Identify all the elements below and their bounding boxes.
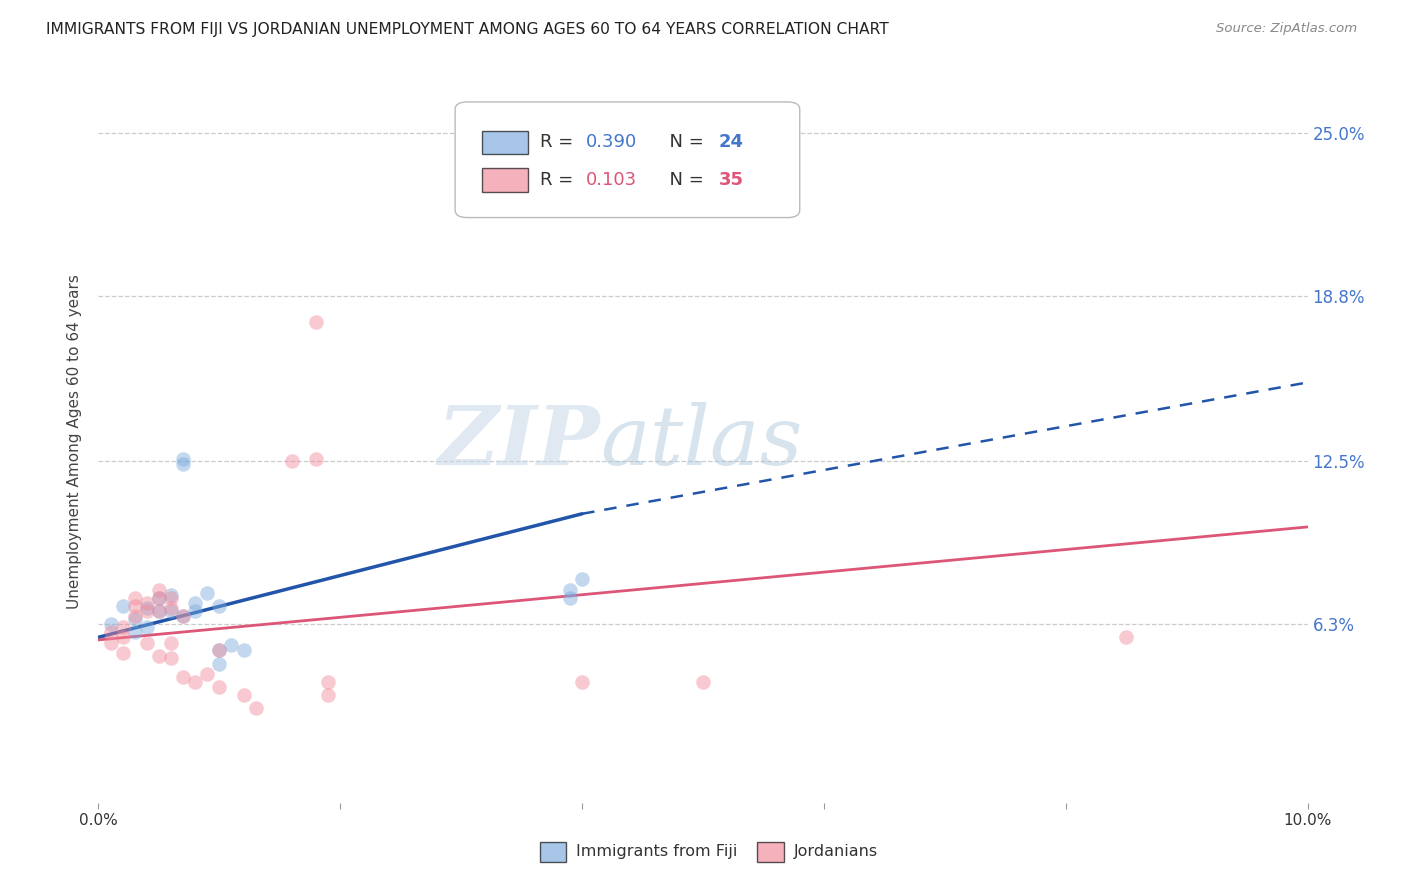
Point	[232, 688, 254, 702]
Point	[124, 625, 146, 640]
Text: 0.103: 0.103	[586, 171, 637, 189]
Text: R =: R =	[540, 171, 579, 189]
Point	[111, 646, 134, 660]
Text: N =: N =	[658, 134, 710, 152]
Point	[160, 588, 183, 602]
Point	[692, 675, 714, 690]
Point	[111, 630, 134, 644]
Point	[245, 701, 267, 715]
Point	[135, 596, 157, 610]
Point	[111, 620, 134, 634]
Point	[208, 643, 231, 657]
Point	[184, 675, 207, 690]
Text: atlas: atlas	[600, 401, 803, 482]
Point	[148, 648, 170, 663]
Point	[160, 651, 183, 665]
Point	[124, 612, 146, 626]
Point	[160, 601, 183, 615]
Point	[135, 620, 157, 634]
Point	[124, 591, 146, 605]
Point	[208, 680, 231, 694]
Point	[100, 625, 122, 640]
Point	[100, 617, 122, 632]
FancyBboxPatch shape	[758, 842, 785, 862]
Point	[558, 591, 581, 605]
Text: R =: R =	[540, 134, 579, 152]
Text: 35: 35	[718, 171, 744, 189]
Point	[148, 604, 170, 618]
Point	[195, 585, 218, 599]
Y-axis label: Unemployment Among Ages 60 to 64 years: Unemployment Among Ages 60 to 64 years	[67, 274, 83, 609]
Point	[124, 609, 146, 624]
Text: N =: N =	[658, 171, 710, 189]
Point	[135, 635, 157, 649]
Point	[558, 582, 581, 597]
Point	[316, 675, 339, 690]
Point	[281, 454, 304, 468]
Point	[208, 643, 231, 657]
Point	[135, 601, 157, 615]
Point	[184, 604, 207, 618]
Text: 0.390: 0.390	[586, 134, 637, 152]
Point	[111, 599, 134, 613]
Point	[221, 638, 243, 652]
Point	[184, 596, 207, 610]
Point	[172, 451, 194, 466]
Point	[172, 609, 194, 624]
Point	[148, 591, 170, 605]
Point	[232, 643, 254, 657]
Text: 24: 24	[718, 134, 744, 152]
Point	[160, 635, 183, 649]
FancyBboxPatch shape	[482, 169, 527, 192]
Point	[148, 591, 170, 605]
Text: IMMIGRANTS FROM FIJI VS JORDANIAN UNEMPLOYMENT AMONG AGES 60 TO 64 YEARS CORRELA: IMMIGRANTS FROM FIJI VS JORDANIAN UNEMPL…	[46, 22, 889, 37]
Point	[135, 604, 157, 618]
Point	[571, 573, 593, 587]
Point	[172, 609, 194, 624]
Point	[571, 675, 593, 690]
Point	[148, 582, 170, 597]
Point	[1115, 630, 1137, 644]
Point	[305, 451, 328, 466]
Point	[160, 604, 183, 618]
Text: Jordanians: Jordanians	[794, 845, 877, 859]
Point	[316, 688, 339, 702]
Point	[208, 657, 231, 671]
Point	[208, 599, 231, 613]
Point	[172, 670, 194, 684]
Text: ZIP: ZIP	[437, 401, 600, 482]
Text: Immigrants from Fiji: Immigrants from Fiji	[576, 845, 737, 859]
FancyBboxPatch shape	[456, 102, 800, 218]
Point	[148, 604, 170, 618]
Point	[160, 591, 183, 605]
FancyBboxPatch shape	[482, 131, 527, 154]
Point	[195, 667, 218, 681]
Point	[305, 315, 328, 329]
Point	[172, 457, 194, 471]
Point	[100, 635, 122, 649]
Text: Source: ZipAtlas.com: Source: ZipAtlas.com	[1216, 22, 1357, 36]
Point	[124, 599, 146, 613]
FancyBboxPatch shape	[540, 842, 567, 862]
